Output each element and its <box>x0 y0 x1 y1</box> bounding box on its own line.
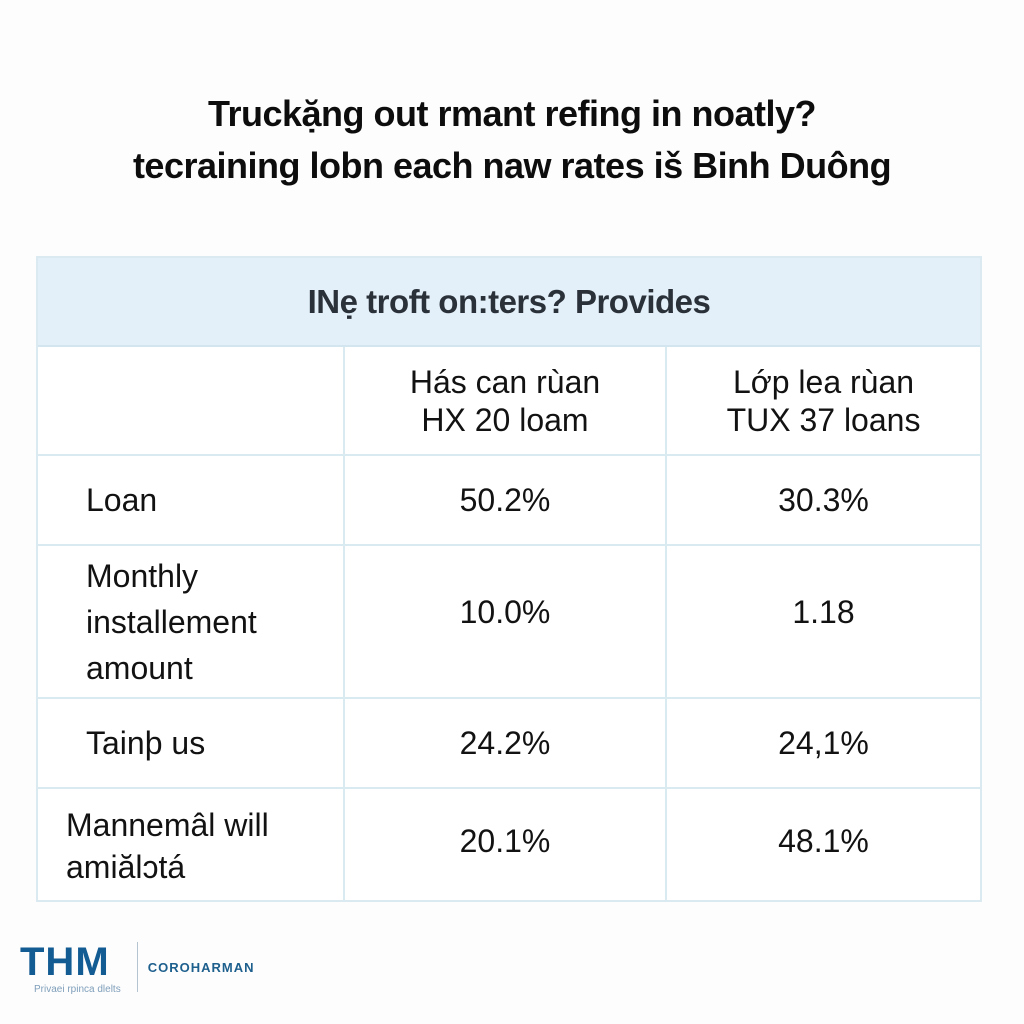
row-monthly-col1: 10.0% <box>345 546 667 699</box>
column-header-1-line-1: Hás can rùan <box>409 363 601 400</box>
table-caption: INẹ troft on:ters? Provides <box>38 258 980 347</box>
logo-wordmark: THM <box>20 940 110 984</box>
title-line-2: tecraining lobn each naw rates iš Binh D… <box>132 145 892 186</box>
column-header-2-line-1: Lớp lea rùan <box>732 363 915 400</box>
row-monthly-col2: 1.18 <box>667 546 980 699</box>
row-label-mannemal-will-text: Mannemâl will amiălɔtá <box>66 806 269 885</box>
column-header-empty <box>38 347 345 456</box>
partner-name: COROHARMAN <box>147 960 255 975</box>
table-grid: Hás can rùan HX 20 loam Lớp lea rùan TUX… <box>38 347 980 902</box>
row-label-tainp-us: Tainþ us <box>38 699 345 789</box>
comparison-table: INẹ troft on:ters? Provides Hás can rùan… <box>36 256 982 902</box>
row-mannemal-col2: 48.1% <box>778 823 869 859</box>
row-label-monthly-installment-text: Monthly installement amount <box>86 557 257 686</box>
column-header-2-line-2: TUX 37 loans <box>726 401 921 438</box>
row-label-monthly-installment: Monthly installement amount <box>38 546 345 699</box>
logo-divider <box>136 942 138 992</box>
logo-tagline: Privaei rpinca dlelts <box>34 984 121 995</box>
column-header-1-line-2: HX 20 loam <box>421 401 589 438</box>
page-title: Truckặng out rmant refing in noatly? tec… <box>0 88 1024 192</box>
row-label-mannemal-will: Mannemâl will amiălɔtá <box>38 789 345 902</box>
title-line-1: Truckặng out rmant refing in noatly? <box>207 93 817 134</box>
footer-logo: THM Privaei rpinca dlelts COROHARMAN <box>20 942 255 995</box>
row-loan-col2: 30.3% <box>667 456 980 546</box>
column-header-2: Lớp lea rùan TUX 37 loans <box>667 347 980 456</box>
row-label-loan: Loan <box>38 456 345 546</box>
row-tainp-col1: 24.2% <box>345 699 667 789</box>
row-tainp-col2: 24,1% <box>667 699 980 789</box>
row-loan-col1: 50.2% <box>345 456 667 546</box>
column-header-1: Hás can rùan HX 20 loam <box>345 347 667 456</box>
row-mannemal-col1: 20.1% <box>345 789 667 902</box>
brand-logo: THM Privaei rpinca dlelts <box>20 942 121 995</box>
